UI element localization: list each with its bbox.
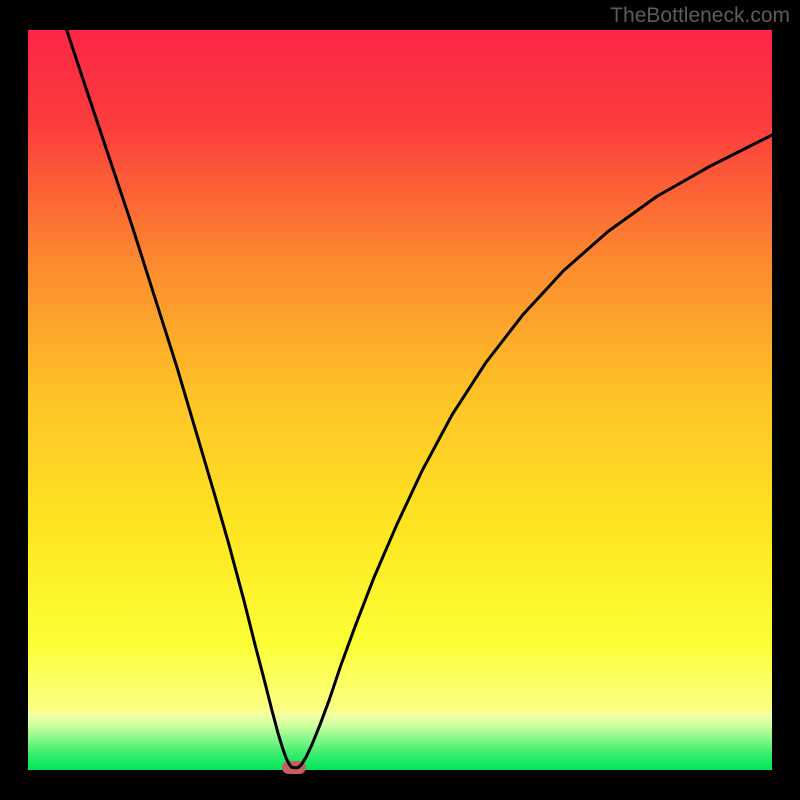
chart-canvas: TheBottleneck.com (0, 0, 800, 800)
watermark-text: TheBottleneck.com (610, 4, 790, 28)
minimum-marker (282, 761, 306, 774)
gradient-upper (28, 30, 772, 712)
plot-area (28, 30, 772, 770)
gradient-lower (28, 712, 772, 770)
